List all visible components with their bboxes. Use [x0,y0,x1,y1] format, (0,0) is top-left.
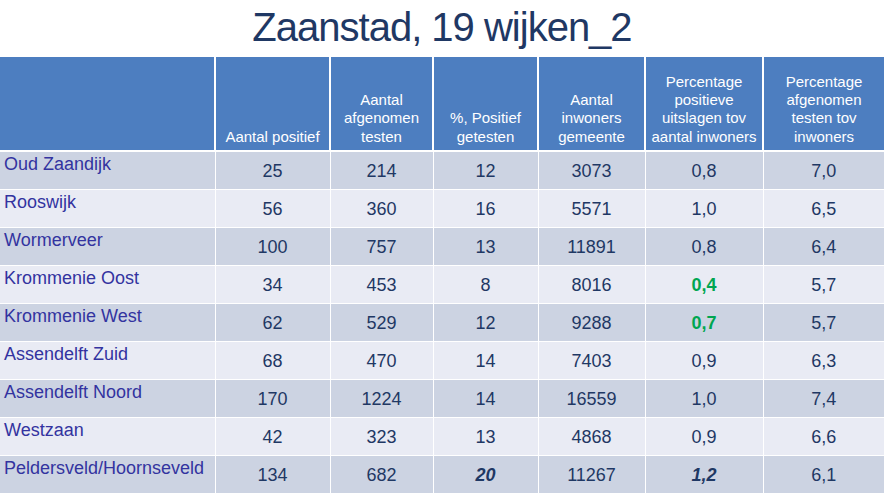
cell: 170 [215,379,330,417]
page-title: Zaanstad, 19 wijken_2 [0,0,884,57]
row-label: Oud Zaandijk [0,151,215,189]
cell: 56 [215,189,330,227]
cell: 34 [215,265,330,303]
cell: 453 [330,265,433,303]
corner-cell [0,57,215,151]
cell: 1,0 [645,379,763,417]
cell: 6,1 [763,455,884,493]
cell: 0,4 [645,265,763,303]
table-body: Oud Zaandijk252141230730,87,0Rooswijk563… [0,151,884,493]
table-row: Wormerveer10075713118910,86,4 [0,227,884,265]
table-row: Westzaan423231348680,96,6 [0,417,884,455]
cell: 42 [215,417,330,455]
cell: 11267 [538,455,645,493]
table-row: Assendelft Zuid684701474030,96,3 [0,341,884,379]
column-header: %, Positief getesten [433,57,538,151]
column-header: Aantal inwoners gemeente [538,57,645,151]
data-table: Aantal positiefAantal afgenomen testen%,… [0,57,884,493]
table-row: Rooswijk563601655711,06,5 [0,189,884,227]
table-row: Peldersveld/Hoornseveld13468220112671,26… [0,455,884,493]
cell: 20 [433,455,538,493]
table-row: Krommenie West625291292880,75,7 [0,303,884,341]
cell: 0,7 [645,303,763,341]
cell: 529 [330,303,433,341]
cell: 16 [433,189,538,227]
cell: 7403 [538,341,645,379]
cell: 470 [330,341,433,379]
slide: Zaanstad, 19 wijken_2 Aantal positiefAan… [0,0,884,498]
cell: 8016 [538,265,645,303]
row-label: Rooswijk [0,189,215,227]
row-label: Westzaan [0,417,215,455]
cell: 14 [433,341,538,379]
cell: 682 [330,455,433,493]
cell: 12 [433,151,538,189]
cell: 9288 [538,303,645,341]
cell: 323 [330,417,433,455]
cell: 13 [433,417,538,455]
cell: 1,0 [645,189,763,227]
cell: 6,5 [763,189,884,227]
row-label: Krommenie Oost [0,265,215,303]
column-header: Aantal positief [215,57,330,151]
table-row: Assendelft Noord170122414165591,07,4 [0,379,884,417]
cell: 14 [433,379,538,417]
cell: 0,8 [645,151,763,189]
cell: 11891 [538,227,645,265]
cell: 16559 [538,379,645,417]
cell: 62 [215,303,330,341]
cell: 7,0 [763,151,884,189]
cell: 13 [433,227,538,265]
row-label: Krommenie West [0,303,215,341]
cell: 1224 [330,379,433,417]
cell: 100 [215,227,330,265]
row-label: Assendelft Noord [0,379,215,417]
cell: 0,9 [645,417,763,455]
column-header: Percentage afgenomen testen tov inwoners [763,57,884,151]
cell: 68 [215,341,330,379]
cell: 5,7 [763,265,884,303]
table-row: Oud Zaandijk252141230730,87,0 [0,151,884,189]
cell: 8 [433,265,538,303]
column-header: Percentage positieve uitslagen tov aanta… [645,57,763,151]
cell: 6,6 [763,417,884,455]
cell: 12 [433,303,538,341]
column-header: Aantal afgenomen testen [330,57,433,151]
cell: 4868 [538,417,645,455]
row-label: Assendelft Zuid [0,341,215,379]
cell: 0,9 [645,341,763,379]
table-row: Krommenie Oost34453880160,45,7 [0,265,884,303]
cell: 757 [330,227,433,265]
cell: 1,2 [645,455,763,493]
cell: 6,4 [763,227,884,265]
cell: 134 [215,455,330,493]
cell: 5,7 [763,303,884,341]
row-label: Wormerveer [0,227,215,265]
cell: 3073 [538,151,645,189]
cell: 6,3 [763,341,884,379]
cell: 25 [215,151,330,189]
row-label: Peldersveld/Hoornseveld [0,455,215,493]
cell: 0,8 [645,227,763,265]
cell: 5571 [538,189,645,227]
cell: 214 [330,151,433,189]
table-header-row: Aantal positiefAantal afgenomen testen%,… [0,57,884,151]
cell: 7,4 [763,379,884,417]
cell: 360 [330,189,433,227]
